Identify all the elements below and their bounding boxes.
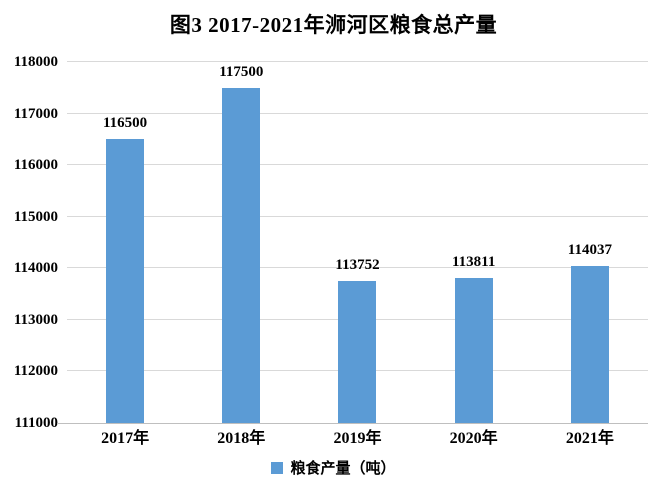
y-tick-label: 112000 — [13, 363, 58, 380]
gridline — [67, 61, 648, 62]
bar-value-label: 113752 — [335, 257, 380, 274]
bar-value-label: 116500 — [103, 115, 148, 132]
y-tick-label: 117000 — [13, 105, 58, 122]
bar-value-label: 114037 — [567, 242, 612, 259]
bar-slot: 117500 — [183, 62, 299, 423]
bar — [454, 278, 493, 423]
x-tick-label: 2017年 — [101, 430, 150, 447]
gridline — [67, 112, 648, 114]
bar — [338, 281, 377, 423]
chart-title: 图3 2017-2021年浉河区粮食总产量 — [169, 13, 498, 37]
plot-area: 116500 117500 113752 113811 114037 — [67, 61, 648, 423]
bar-slot: 114037 — [532, 62, 648, 423]
gridline — [67, 267, 648, 269]
y-tick-label: 115000 — [13, 208, 58, 225]
bar-value-label: 117500 — [219, 63, 264, 80]
x-axis-line — [57, 423, 648, 424]
y-axis-labels: 111000 112000 113000 114000 115000 116000 1170… — [0, 54, 58, 431]
bar-slot: 116500 — [67, 62, 183, 423]
y-tick-label: 116000 — [13, 157, 58, 174]
x-axis-labels: 2017年 2018年 2019年 2020年 2021年 — [67, 429, 648, 449]
y-tick-label: 118000 — [13, 54, 58, 70]
x-tick-label: 2020年 — [449, 430, 498, 447]
x-tick-label: 2021年 — [565, 430, 614, 447]
gridline — [67, 215, 648, 217]
x-tick-label: 2018年 — [217, 430, 266, 447]
x-tick-label: 2019年 — [333, 430, 382, 447]
gridline — [67, 164, 648, 166]
bar — [106, 139, 145, 423]
bar-slot: 113811 — [416, 62, 532, 423]
bar — [570, 266, 609, 423]
y-tick-label: 113000 — [13, 311, 58, 328]
legend-label: 粮食产量（吨） — [290, 461, 396, 477]
y-tick-label: 114000 — [13, 260, 58, 277]
bar — [222, 87, 261, 423]
legend: 粮食产量（吨） — [0, 457, 667, 478]
legend-swatch-icon — [271, 462, 284, 474]
bar-slot: 113752 — [299, 62, 415, 423]
y-tick-label: 111000 — [14, 415, 58, 431]
bar-value-label: 113811 — [452, 254, 496, 271]
